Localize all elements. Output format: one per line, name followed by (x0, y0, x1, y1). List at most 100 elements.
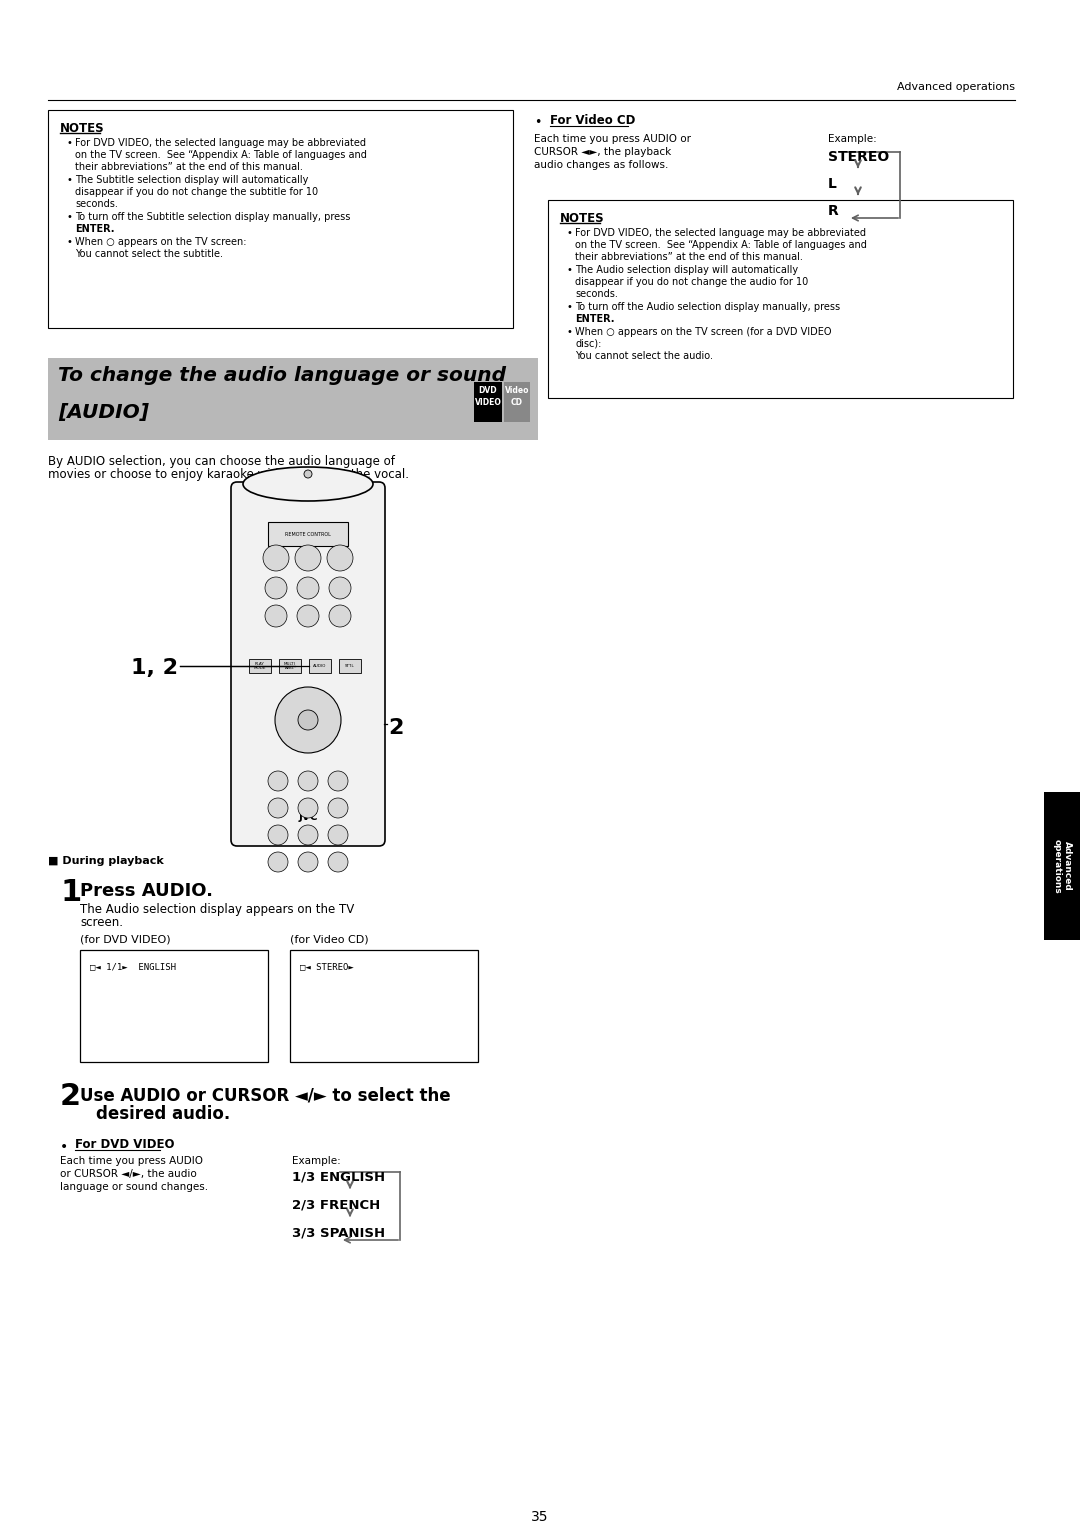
Text: •: • (66, 237, 72, 248)
Text: 6: 6 (337, 805, 339, 810)
Text: The Audio selection display appears on the TV: The Audio selection display appears on t… (80, 903, 354, 915)
Text: STTL: STTL (346, 665, 355, 668)
Text: •: • (566, 327, 572, 338)
Text: CD: CD (511, 397, 523, 406)
Text: •: • (566, 228, 572, 238)
Text: 1/3 ENGLISH: 1/3 ENGLISH (292, 1170, 386, 1183)
Text: For DVD VIDEO: For DVD VIDEO (75, 1138, 175, 1151)
Circle shape (328, 825, 348, 845)
Text: ENT: ENT (333, 859, 343, 865)
Text: disappear if you do not change the subtitle for 10: disappear if you do not change the subti… (75, 186, 319, 197)
Text: or CURSOR ◄/►, the audio: or CURSOR ◄/►, the audio (60, 1169, 197, 1180)
Text: •: • (66, 212, 72, 222)
Text: (for Video CD): (for Video CD) (291, 934, 368, 944)
Text: •: • (566, 303, 572, 312)
Text: •: • (66, 138, 72, 148)
Text: ENTER.: ENTER. (75, 225, 114, 234)
Text: screen.: screen. (80, 915, 123, 929)
Text: Each time you press AUDIO: Each time you press AUDIO (60, 1157, 203, 1166)
Bar (474, 382, 502, 422)
Text: Example:: Example: (828, 134, 877, 144)
Bar (548, 200, 1013, 397)
Circle shape (275, 688, 341, 753)
Text: 2: 2 (60, 1082, 81, 1111)
Text: 9: 9 (337, 833, 339, 837)
Circle shape (328, 798, 348, 817)
Text: To change the audio language or sound: To change the audio language or sound (58, 367, 507, 385)
Bar (279, 659, 301, 672)
Text: For Video CD: For Video CD (550, 115, 635, 127)
Circle shape (295, 545, 321, 571)
Text: 3: 3 (337, 778, 339, 784)
Text: their abbreviations” at the end of this manual.: their abbreviations” at the end of this … (575, 252, 802, 261)
Text: 8: 8 (307, 833, 310, 837)
Text: 1, 2: 1, 2 (131, 659, 178, 678)
Text: By AUDIO selection, you can choose the audio language of: By AUDIO selection, you can choose the a… (48, 455, 395, 468)
Text: Video: Video (504, 387, 529, 396)
Circle shape (265, 605, 287, 626)
Circle shape (265, 578, 287, 599)
Text: The Subtitle selection display will automatically: The Subtitle selection display will auto… (75, 176, 309, 185)
Text: on the TV screen.  See “Appendix A: Table of languages and: on the TV screen. See “Appendix A: Table… (75, 150, 367, 160)
Bar (291, 950, 478, 1062)
Text: 1: 1 (276, 778, 280, 784)
Text: REMOTE CONTROL: REMOTE CONTROL (285, 532, 330, 536)
Text: To turn off the Audio selection display manually, press: To turn off the Audio selection display … (575, 303, 840, 312)
Bar (268, 523, 348, 545)
Text: Example:: Example: (292, 1157, 341, 1166)
Text: You cannot select the subtitle.: You cannot select the subtitle. (75, 249, 222, 260)
Text: audio changes as follows.: audio changes as follows. (534, 160, 669, 170)
Bar (249, 659, 271, 672)
Circle shape (327, 545, 353, 571)
Text: Press AUDIO.: Press AUDIO. (80, 882, 213, 900)
Text: To turn off the Subtitle selection display manually, press: To turn off the Subtitle selection displ… (75, 212, 350, 222)
Text: 1: 1 (60, 879, 81, 908)
Circle shape (328, 772, 348, 792)
Text: MULTI
ANG.: MULTI ANG. (284, 662, 296, 671)
Text: For DVD VIDEO, the selected language may be abbreviated: For DVD VIDEO, the selected language may… (575, 228, 866, 238)
Bar (504, 382, 530, 422)
Text: •: • (60, 1140, 68, 1154)
Text: When ○ appears on the TV screen:: When ○ appears on the TV screen: (75, 237, 246, 248)
Circle shape (298, 711, 318, 730)
Text: ■ During playback: ■ During playback (48, 856, 164, 866)
Circle shape (329, 578, 351, 599)
Circle shape (268, 853, 288, 872)
Text: JVC: JVC (298, 811, 318, 822)
Bar (339, 659, 361, 672)
Circle shape (298, 853, 318, 872)
Text: •: • (534, 116, 541, 128)
Ellipse shape (243, 468, 373, 501)
Text: NOTES: NOTES (60, 122, 105, 134)
Text: 0: 0 (307, 859, 310, 865)
Text: Advanced operations: Advanced operations (897, 83, 1015, 92)
Circle shape (298, 825, 318, 845)
Text: NOTES: NOTES (561, 212, 605, 225)
Text: You cannot select the audio.: You cannot select the audio. (575, 351, 713, 361)
Text: When ○ appears on the TV screen (for a DVD VIDEO: When ○ appears on the TV screen (for a D… (575, 327, 832, 338)
Text: 2/3 FRENCH: 2/3 FRENCH (292, 1198, 380, 1212)
Text: movies or choose to enjoy karaoke with or without the vocal.: movies or choose to enjoy karaoke with o… (48, 468, 409, 481)
Text: VIDEO: VIDEO (474, 397, 501, 406)
Bar (48, 110, 513, 329)
Text: [AUDIO]: [AUDIO] (58, 403, 149, 422)
Text: 2: 2 (388, 718, 403, 738)
Text: language or sound changes.: language or sound changes. (60, 1183, 208, 1192)
Text: CURSOR ◄►, the playback: CURSOR ◄►, the playback (534, 147, 672, 157)
Text: their abbreviations” at the end of this manual.: their abbreviations” at the end of this … (75, 162, 302, 173)
Text: disc):: disc): (575, 339, 602, 348)
Text: Use AUDIO or CURSOR ◄/► to select the: Use AUDIO or CURSOR ◄/► to select the (80, 1086, 450, 1105)
Circle shape (303, 471, 312, 478)
Bar (48, 358, 538, 440)
Circle shape (268, 772, 288, 792)
Circle shape (268, 825, 288, 845)
Text: AUDIO: AUDIO (313, 665, 326, 668)
Text: 5: 5 (307, 805, 310, 810)
FancyBboxPatch shape (231, 481, 384, 847)
Text: PLAY
MODE: PLAY MODE (254, 662, 267, 671)
Circle shape (264, 545, 289, 571)
Text: 7: 7 (276, 833, 280, 837)
Text: For DVD VIDEO, the selected language may be abbreviated: For DVD VIDEO, the selected language may… (75, 138, 366, 148)
Text: 4: 4 (276, 805, 280, 810)
Text: 35: 35 (531, 1510, 549, 1523)
